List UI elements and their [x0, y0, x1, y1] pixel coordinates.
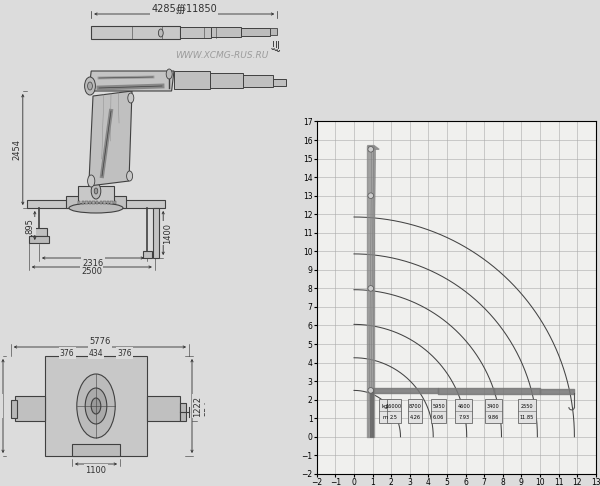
- Text: 2316: 2316: [82, 259, 104, 267]
- Text: 5776: 5776: [89, 337, 111, 347]
- Bar: [100, 201, 102, 204]
- Bar: [29, 236, 49, 243]
- Bar: [45, 356, 147, 456]
- Circle shape: [368, 286, 374, 291]
- FancyBboxPatch shape: [485, 399, 502, 423]
- FancyBboxPatch shape: [518, 399, 536, 423]
- Bar: [243, 75, 273, 87]
- Text: 320: 320: [87, 202, 101, 210]
- Bar: [82, 201, 84, 204]
- Bar: [15, 396, 45, 421]
- Text: kg: kg: [382, 404, 388, 409]
- Text: WWW.XCMG-RUS.RU: WWW.XCMG-RUS.RU: [175, 52, 269, 60]
- Text: 11.85: 11.85: [520, 415, 534, 420]
- Bar: [91, 26, 180, 39]
- Circle shape: [368, 147, 374, 152]
- Bar: [273, 79, 286, 86]
- Polygon shape: [367, 146, 379, 149]
- Circle shape: [94, 188, 98, 194]
- Bar: [180, 403, 186, 421]
- Text: 5950: 5950: [432, 404, 445, 409]
- Text: 2550: 2550: [521, 404, 533, 409]
- Bar: [211, 28, 241, 37]
- Bar: [31, 228, 47, 236]
- Bar: [66, 196, 126, 208]
- Bar: [174, 71, 210, 89]
- Circle shape: [158, 29, 163, 37]
- Text: 4600: 4600: [457, 404, 470, 409]
- FancyBboxPatch shape: [431, 399, 446, 423]
- Circle shape: [368, 193, 374, 198]
- Bar: [107, 201, 109, 204]
- Bar: [85, 201, 88, 204]
- Bar: [180, 27, 211, 38]
- Polygon shape: [89, 91, 132, 186]
- Bar: [270, 29, 277, 35]
- Bar: [92, 201, 95, 204]
- Bar: [143, 251, 152, 258]
- Text: 7.93: 7.93: [458, 415, 469, 420]
- Polygon shape: [89, 71, 174, 91]
- Text: 8700: 8700: [409, 404, 422, 409]
- FancyBboxPatch shape: [455, 399, 472, 423]
- Bar: [72, 444, 120, 456]
- Bar: [241, 28, 270, 36]
- Bar: [96, 201, 98, 204]
- Bar: [114, 201, 116, 204]
- Circle shape: [91, 183, 101, 199]
- Text: 4285∰11850: 4285∰11850: [151, 4, 217, 14]
- Text: 1222: 1222: [193, 396, 203, 417]
- Circle shape: [128, 93, 134, 103]
- Bar: [103, 201, 106, 204]
- Bar: [153, 208, 159, 258]
- Circle shape: [88, 82, 92, 90]
- Bar: [89, 201, 91, 204]
- Circle shape: [77, 374, 115, 438]
- Ellipse shape: [69, 203, 123, 213]
- Text: 4.26: 4.26: [410, 415, 421, 420]
- Circle shape: [166, 69, 172, 79]
- Circle shape: [127, 171, 133, 181]
- Circle shape: [368, 388, 374, 393]
- Circle shape: [85, 77, 95, 95]
- Text: 1400: 1400: [163, 223, 173, 243]
- Bar: [27, 200, 165, 208]
- Bar: [11, 400, 17, 418]
- Text: 376: 376: [118, 348, 132, 358]
- Bar: [78, 201, 80, 204]
- Circle shape: [85, 388, 107, 424]
- FancyBboxPatch shape: [379, 399, 390, 423]
- Circle shape: [88, 175, 95, 187]
- Text: m: m: [382, 415, 388, 420]
- Bar: [210, 73, 243, 88]
- FancyBboxPatch shape: [409, 399, 422, 423]
- Text: 2454: 2454: [12, 139, 22, 160]
- Text: 1100: 1100: [86, 466, 107, 474]
- Text: 3400: 3400: [487, 404, 500, 409]
- Text: 376: 376: [60, 348, 74, 358]
- Bar: [147, 396, 180, 421]
- FancyBboxPatch shape: [387, 399, 401, 423]
- Text: 9.86: 9.86: [488, 415, 499, 420]
- Text: 6.06: 6.06: [433, 415, 445, 420]
- Text: 16000: 16000: [386, 404, 402, 409]
- Text: 1310: 1310: [0, 396, 2, 417]
- Text: 434: 434: [89, 348, 103, 358]
- Text: 554: 554: [198, 400, 208, 416]
- Bar: [110, 201, 113, 204]
- Circle shape: [91, 398, 101, 414]
- Text: 895: 895: [25, 218, 35, 234]
- Bar: [78, 186, 114, 204]
- Text: 2500: 2500: [82, 267, 102, 277]
- Text: 2.5: 2.5: [390, 415, 398, 420]
